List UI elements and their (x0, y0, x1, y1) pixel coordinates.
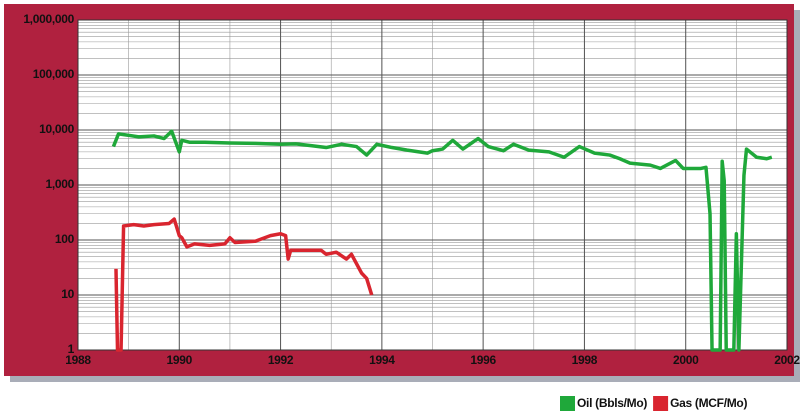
legend-swatch (560, 396, 575, 411)
x-tick-label: 2002 (774, 353, 800, 367)
x-tick-label: 1998 (572, 353, 598, 367)
y-tick-label: 1 (68, 342, 75, 356)
x-tick-label: 1994 (369, 353, 395, 367)
y-tick-label: 100 (55, 232, 75, 246)
y-tick-label: 1,000 (45, 177, 74, 191)
y-tick-label: 10,000 (39, 122, 75, 136)
legend-label: Oil (Bbls/Mo) (577, 396, 647, 410)
plot-border (77, 19, 788, 351)
y-tick-label: 10 (61, 287, 74, 301)
x-tick-label: 1992 (268, 353, 294, 367)
legend-label: Gas (MCF/Mo) (670, 396, 747, 410)
x-tick-label: 1990 (167, 353, 193, 367)
y-tick-label: 1,000,000 (23, 12, 74, 26)
series-line (114, 217, 374, 352)
x-tick-label: 2000 (673, 353, 699, 367)
x-tick-label: 1988 (65, 353, 91, 367)
x-tick-label: 1996 (470, 353, 496, 367)
legend-swatch (653, 396, 669, 411)
series-line (111, 129, 773, 352)
y-tick-label: 100,000 (33, 67, 75, 81)
